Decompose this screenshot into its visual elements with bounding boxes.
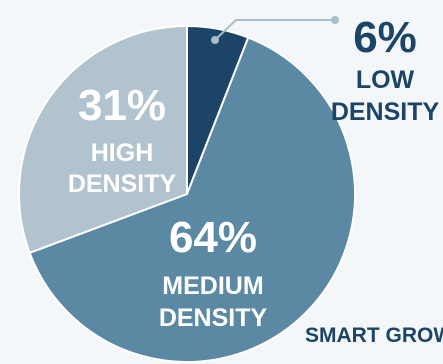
low-density-percent: 6%	[353, 13, 417, 62]
medium-density-label-line-1: MEDIUM	[162, 272, 263, 300]
medium-density-label-line-2: DENSITY	[159, 304, 268, 332]
leader-line	[214, 19, 335, 41]
high-density-percent: 31%	[78, 81, 166, 130]
leader-dot-end	[331, 16, 339, 24]
pie-slices	[18, 24, 356, 363]
smart-growth-label: SMART GROWTH	[305, 324, 443, 347]
slice-high-density	[18, 24, 188, 255]
medium-density-percent: 64%	[169, 213, 257, 262]
leader-dot-start	[211, 36, 219, 44]
low-density-leader	[211, 16, 339, 44]
low-density-label-line-2: DENSITY	[331, 98, 440, 126]
high-density-label-line-2: DENSITY	[68, 170, 177, 198]
low-density-label-line-1: LOW	[356, 66, 415, 94]
high-density-label-line-1: HIGH	[91, 139, 154, 167]
slice-medium-density	[28, 36, 356, 363]
